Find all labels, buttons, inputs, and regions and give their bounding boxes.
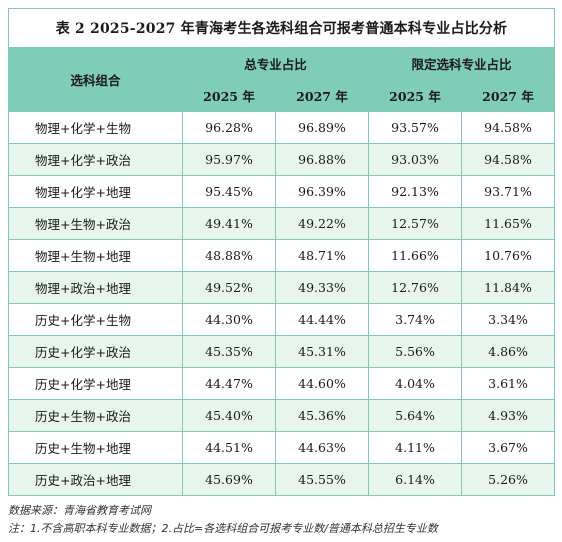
header-total-ratio: 总专业占比 xyxy=(182,47,369,80)
table-row: 历史+生物+地理 44.51% 44.63% 4.11% 3.67% xyxy=(8,431,556,464)
table-row: 物理+化学+生物 96.28% 96.89% 93.57% 94.58% xyxy=(8,111,556,144)
table-body: 物理+化学+生物 96.28% 96.89% 93.57% 94.58% 物理+化学+政治… xyxy=(8,111,556,496)
total-2025-cell: 44.51% xyxy=(182,431,276,464)
combo-cell: 物理+生物+政治 xyxy=(8,207,183,240)
combo-cell: 物理+化学+地理 xyxy=(8,175,183,208)
combo-cell: 历史+化学+地理 xyxy=(8,367,183,400)
limited-2027-cell: 4.93% xyxy=(460,399,556,432)
footnote: 注：1.不含高职本科专业数据；2.占比=各选科组合可报考专业数/普通本科总招生专… xyxy=(8,522,438,535)
total-2025-cell: 45.35% xyxy=(182,335,276,368)
combo-cell: 历史+政治+地理 xyxy=(8,463,183,496)
total-2025-cell: 96.28% xyxy=(182,111,276,144)
table-row: 物理+政治+地理 49.52% 49.33% 12.76% 11.84% xyxy=(8,271,556,304)
total-2025-cell: 45.40% xyxy=(182,399,276,432)
total-2027-cell: 45.55% xyxy=(275,463,369,496)
limited-2027-cell: 4.86% xyxy=(460,335,556,368)
limited-2025-cell: 3.74% xyxy=(368,303,462,336)
total-2025-cell: 48.88% xyxy=(182,239,276,272)
limited-2025-cell: 6.14% xyxy=(368,463,462,496)
total-2027-cell: 44.44% xyxy=(275,303,369,336)
limited-2025-cell: 12.57% xyxy=(368,207,462,240)
combo-cell: 历史+生物+政治 xyxy=(8,399,183,432)
data-table: 表 2 2025-2027 年青海考生各选科组合可报考普通本科专业占比分析 选科… xyxy=(7,8,556,496)
limited-2027-cell: 94.58% xyxy=(460,111,556,144)
combo-cell: 历史+生物+地理 xyxy=(8,431,183,464)
total-2025-cell: 95.97% xyxy=(182,143,276,176)
limited-2025-cell: 5.56% xyxy=(368,335,462,368)
total-2025-cell: 49.52% xyxy=(182,271,276,304)
limited-2025-cell: 11.66% xyxy=(368,239,462,272)
total-2027-cell: 96.88% xyxy=(275,143,369,176)
table-title: 表 2 2025-2027 年青海考生各选科组合可报考普通本科专业占比分析 xyxy=(7,8,556,48)
combo-cell: 物理+化学+生物 xyxy=(8,111,183,144)
total-2027-cell: 49.33% xyxy=(275,271,369,304)
table-row: 历史+政治+地理 45.69% 45.55% 6.14% 5.26% xyxy=(8,463,556,496)
total-2025-cell: 49.41% xyxy=(182,207,276,240)
table-row: 物理+生物+政治 49.41% 49.22% 12.57% 11.65% xyxy=(8,207,556,240)
header-year-limited-2027: 2027 年 xyxy=(460,79,556,112)
total-2027-cell: 96.39% xyxy=(275,175,369,208)
table-row: 历史+化学+生物 44.30% 44.44% 3.74% 3.34% xyxy=(8,303,556,336)
limited-2025-cell: 5.64% xyxy=(368,399,462,432)
limited-2025-cell: 12.76% xyxy=(368,271,462,304)
limited-2027-cell: 11.84% xyxy=(460,271,556,304)
table-row: 历史+生物+政治 45.40% 45.36% 5.64% 4.93% xyxy=(8,399,556,432)
total-2025-cell: 44.30% xyxy=(182,303,276,336)
table-row: 物理+化学+地理 95.45% 96.39% 92.13% 93.71% xyxy=(8,175,556,208)
limited-2025-cell: 93.03% xyxy=(368,143,462,176)
total-2027-cell: 96.89% xyxy=(275,111,369,144)
combo-cell: 物理+政治+地理 xyxy=(8,271,183,304)
total-2025-cell: 95.45% xyxy=(182,175,276,208)
header-limited-ratio: 限定选科专业占比 xyxy=(367,47,556,80)
table-container: 表 2 2025-2027 年青海考生各选科组合可报考普通本科专业占比分析 选科… xyxy=(7,8,556,538)
header-combo: 选科组合 xyxy=(8,47,183,112)
combo-cell: 物理+化学+政治 xyxy=(8,143,183,176)
limited-2027-cell: 93.71% xyxy=(460,175,556,208)
combo-cell: 历史+化学+政治 xyxy=(8,335,183,368)
table-row: 物理+生物+地理 48.88% 48.71% 11.66% 10.76% xyxy=(8,239,556,272)
data-source: 数据来源：青海省教育考试网 xyxy=(8,504,151,517)
total-2025-cell: 44.47% xyxy=(182,367,276,400)
table-row: 历史+化学+政治 45.35% 45.31% 5.56% 4.86% xyxy=(8,335,556,368)
limited-2027-cell: 5.26% xyxy=(460,463,556,496)
limited-2027-cell: 10.76% xyxy=(460,239,556,272)
total-2027-cell: 48.71% xyxy=(275,239,369,272)
total-2025-cell: 45.69% xyxy=(182,463,276,496)
total-2027-cell: 45.36% xyxy=(275,399,369,432)
total-2027-cell: 44.60% xyxy=(275,367,369,400)
total-2027-cell: 45.31% xyxy=(275,335,369,368)
limited-2027-cell: 3.34% xyxy=(460,303,556,336)
combo-cell: 历史+化学+生物 xyxy=(8,303,183,336)
limited-2025-cell: 93.57% xyxy=(368,111,462,144)
limited-2025-cell: 92.13% xyxy=(368,175,462,208)
limited-2025-cell: 4.11% xyxy=(368,431,462,464)
limited-2027-cell: 3.61% xyxy=(460,367,556,400)
header-year-limited-2025: 2025 年 xyxy=(368,79,462,112)
limited-2027-cell: 94.58% xyxy=(460,143,556,176)
total-2027-cell: 49.22% xyxy=(275,207,369,240)
header-year-total-2027: 2027 年 xyxy=(275,79,369,112)
combo-cell: 物理+生物+地理 xyxy=(8,239,183,272)
table-row: 历史+化学+地理 44.47% 44.60% 4.04% 3.61% xyxy=(8,367,556,400)
header-year-total-2025: 2025 年 xyxy=(182,79,276,112)
table-row: 物理+化学+政治 95.97% 96.88% 93.03% 94.58% xyxy=(8,143,556,176)
limited-2027-cell: 3.67% xyxy=(460,431,556,464)
limited-2025-cell: 4.04% xyxy=(368,367,462,400)
table-notes: 数据来源：青海省教育考试网 注：1.不含高职本科专业数据；2.占比=各选科组合可… xyxy=(8,502,554,538)
limited-2027-cell: 11.65% xyxy=(460,207,556,240)
total-2027-cell: 44.63% xyxy=(275,431,369,464)
